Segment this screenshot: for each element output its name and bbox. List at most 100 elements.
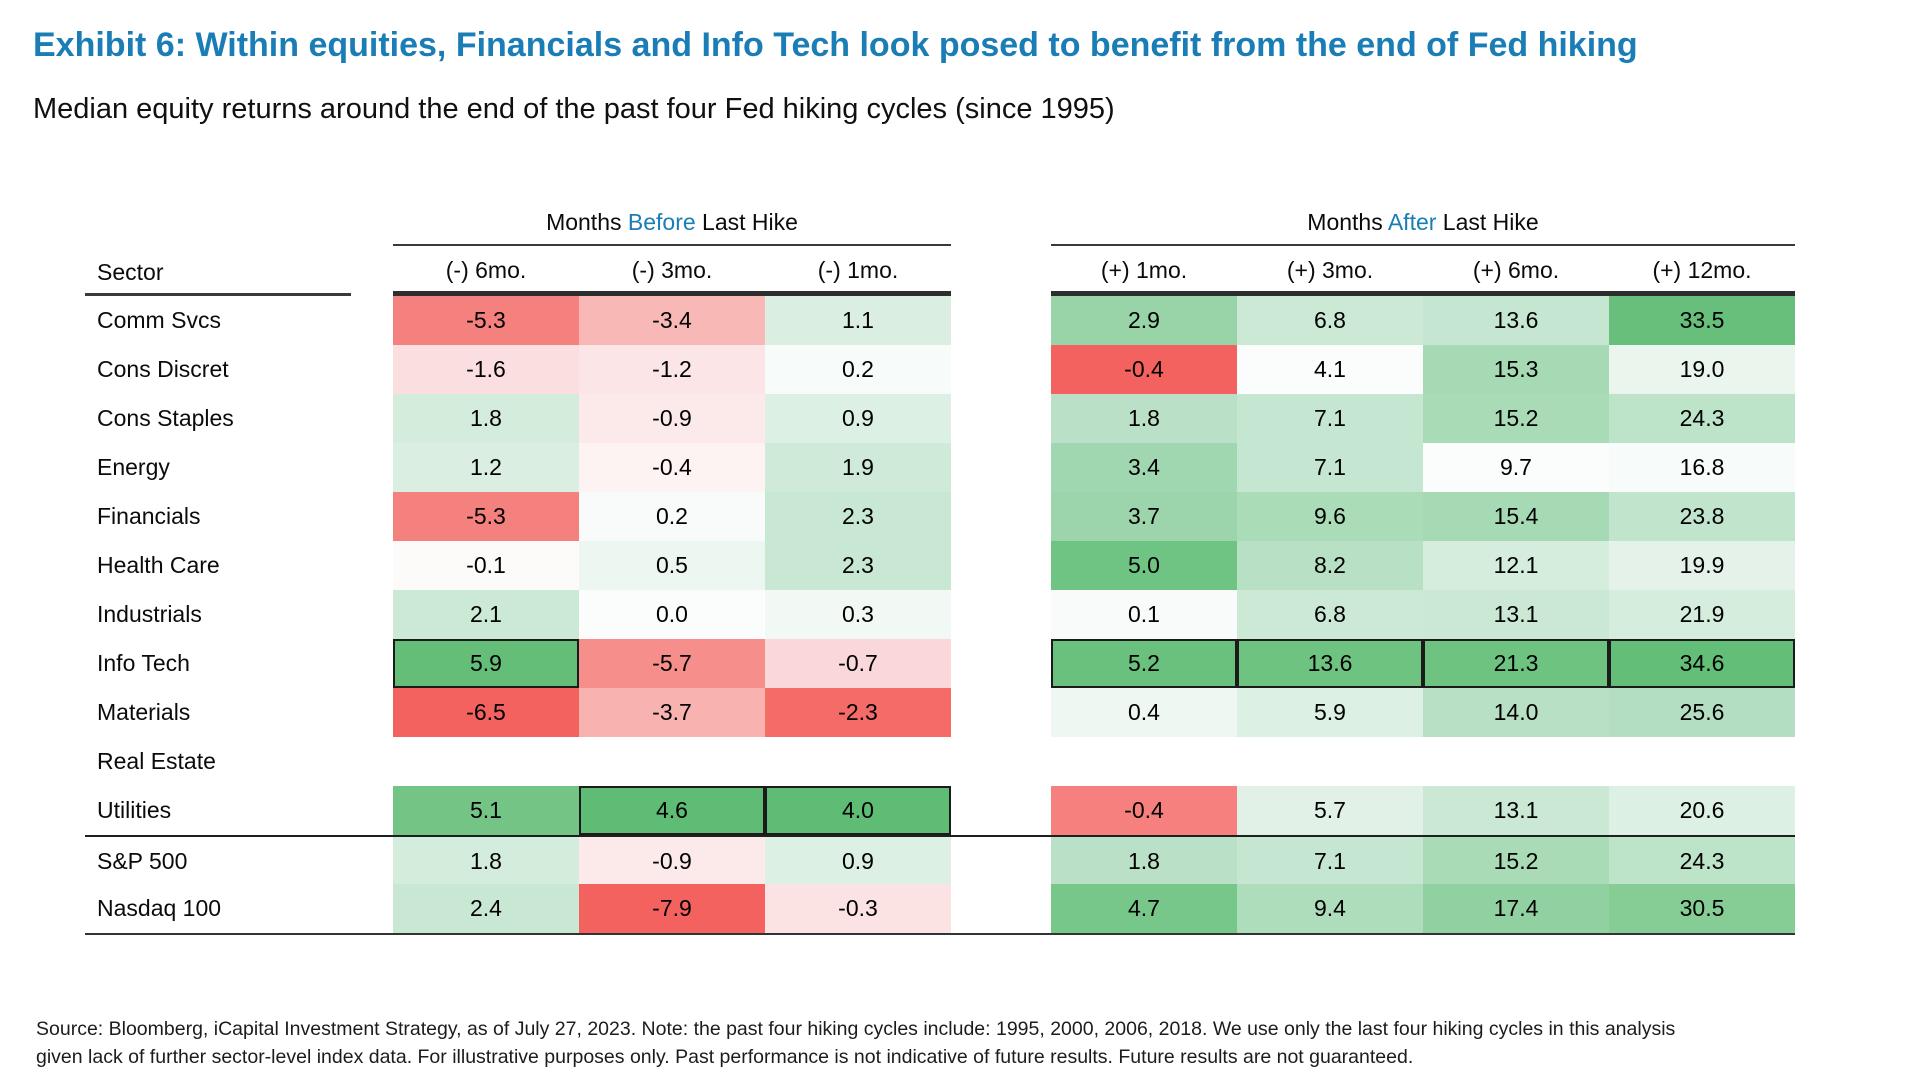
heatmap-cell: 8.2 xyxy=(1237,541,1423,591)
table-row: Nasdaq 100 2.4 -7.9 -0.3 4.7 9.4 17.4 30.5 xyxy=(85,884,1795,934)
heatmap-cell xyxy=(1609,737,1795,786)
heatmap-cell: -7.9 xyxy=(579,884,765,934)
table-row: Utilities 5.1 4.6 4.0 -0.4 5.7 13.1 20.6 xyxy=(85,786,1795,836)
heatmap-cell: -3.7 xyxy=(579,688,765,738)
after-cells xyxy=(1051,737,1795,786)
heatmap-cell: 1.2 xyxy=(393,443,579,493)
heatmap-cell: 17.4 xyxy=(1423,884,1609,934)
heatmap-cell: 16.8 xyxy=(1609,443,1795,493)
heatmap-cell: 25.6 xyxy=(1609,688,1795,738)
heatmap-cell xyxy=(1423,737,1609,786)
source-note-line-1: Source: Bloomberg, iCapital Investment S… xyxy=(36,1018,1676,1041)
table-row: Industrials 2.1 0.0 0.3 0.1 6.8 13.1 21.9 xyxy=(85,590,1795,640)
heatmap-cell: 2.9 xyxy=(1051,296,1237,346)
sector-label: Comm Svcs xyxy=(97,307,221,334)
heatmap-cell: -0.7 xyxy=(765,639,951,689)
heatmap-cell: 1.8 xyxy=(393,394,579,444)
heatmap-cell: -0.9 xyxy=(579,837,765,885)
block-gap xyxy=(951,541,1051,590)
heatmap-cell: 9.7 xyxy=(1423,443,1609,493)
heatmap-cell: -2.3 xyxy=(765,688,951,738)
source-note-line-2: given lack of further sector-level index… xyxy=(36,1046,1414,1069)
group-header-before-highlight: Before xyxy=(627,209,696,236)
heatmap-cell: 13.6 xyxy=(1237,639,1423,689)
heatmap-cell: 0.9 xyxy=(765,394,951,444)
before-cells: 1.2 -0.4 1.9 xyxy=(393,443,951,493)
heatmap-cell: 7.1 xyxy=(1237,394,1423,444)
sector-column-header-cell: Sector xyxy=(85,259,393,297)
table-row: Info Tech 5.9 -5.7 -0.7 5.2 13.6 21.3 34.6 xyxy=(85,639,1795,689)
after-cells: -0.4 4.1 15.3 19.0 xyxy=(1051,345,1795,395)
before-cells: 1.8 -0.9 0.9 xyxy=(393,394,951,444)
heatmap-cell: 1.8 xyxy=(393,837,579,885)
heatmap-cell: 19.0 xyxy=(1609,345,1795,395)
heatmap-cell: 6.8 xyxy=(1237,296,1423,346)
heatmap-cell xyxy=(579,737,765,786)
heatmap-cell: 0.2 xyxy=(579,492,765,542)
column-header-before-6mo: (-) 6mo. xyxy=(445,257,527,284)
block-gap xyxy=(951,492,1051,541)
after-cells: 3.7 9.6 15.4 23.8 xyxy=(1051,492,1795,542)
heatmap-cell: 0.2 xyxy=(765,345,951,395)
after-cells: 2.9 6.8 13.6 33.5 xyxy=(1051,296,1795,346)
source-note: Source: Bloomberg, iCapital Investment S… xyxy=(36,1015,1920,1072)
before-cells: -0.1 0.5 2.3 xyxy=(393,541,951,591)
heatmap-cell: -3.4 xyxy=(579,296,765,346)
block-gap xyxy=(951,786,1051,835)
heatmap-cell: -1.2 xyxy=(579,345,765,395)
group-header-after: Months After Last Hike xyxy=(1051,209,1795,247)
block-gap xyxy=(951,737,1051,786)
block-gap xyxy=(951,884,1051,933)
heatmap-cell: 24.3 xyxy=(1609,837,1795,885)
after-cells: 5.0 8.2 12.1 19.9 xyxy=(1051,541,1795,591)
heatmap-cell: 15.2 xyxy=(1423,394,1609,444)
heatmap-cell: 7.1 xyxy=(1237,837,1423,885)
block-gap xyxy=(951,590,1051,639)
heatmap-cell: 4.0 xyxy=(765,786,951,836)
heatmap-cell: 1.9 xyxy=(765,443,951,493)
heatmap-cell: 30.5 xyxy=(1609,884,1795,934)
column-header-after-3mo: (+) 3mo. xyxy=(1286,257,1374,284)
table-row: Real Estate xyxy=(85,737,1795,786)
heatmap-cell: 19.9 xyxy=(1609,541,1795,591)
block-gap xyxy=(951,345,1051,394)
heatmap-cell: 5.0 xyxy=(1051,541,1237,591)
heatmap-cell: 24.3 xyxy=(1609,394,1795,444)
table-row: Health Care -0.1 0.5 2.3 5.0 8.2 12.1 19.9 xyxy=(85,541,1795,591)
returns-heatmap-table: Months Before Last Hike Months After Las… xyxy=(85,200,1795,936)
after-cells: -0.4 5.7 13.1 20.6 xyxy=(1051,786,1795,836)
before-cells: 1.8 -0.9 0.9 xyxy=(393,837,951,885)
after-cells: 0.1 6.8 13.1 21.9 xyxy=(1051,590,1795,640)
heatmap-cell: 13.1 xyxy=(1423,786,1609,836)
heatmap-cell: 13.1 xyxy=(1423,590,1609,640)
heatmap-cell: 1.8 xyxy=(1051,837,1237,885)
after-column-headers: (+) 1mo. (+) 3mo. (+) 6mo. (+) 12mo. xyxy=(1051,257,1795,297)
heatmap-cell: 23.8 xyxy=(1609,492,1795,542)
heatmap-cell: 14.0 xyxy=(1423,688,1609,738)
block-gap xyxy=(951,837,1051,884)
heatmap-cell: 4.1 xyxy=(1237,345,1423,395)
heatmap-cell: 13.6 xyxy=(1423,296,1609,346)
heatmap-cell: 20.6 xyxy=(1609,786,1795,836)
heatmap-cell: 4.7 xyxy=(1051,884,1237,934)
column-header-after-1mo: (+) 1mo. xyxy=(1100,257,1188,284)
block-gap xyxy=(951,639,1051,688)
heatmap-cell: 34.6 xyxy=(1609,639,1795,689)
block-gap xyxy=(951,688,1051,737)
column-header-before-1mo: (-) 1mo. xyxy=(817,257,899,284)
heatmap-cell: 0.9 xyxy=(765,837,951,885)
group-header-after-highlight: After xyxy=(1387,209,1437,236)
heatmap-cell: 5.2 xyxy=(1051,639,1237,689)
heatmap-cell: 1.8 xyxy=(1051,394,1237,444)
heatmap-cell xyxy=(765,737,951,786)
before-cells: -5.3 0.2 2.3 xyxy=(393,492,951,542)
heatmap-cell: 0.0 xyxy=(579,590,765,640)
heatmap-cell: -0.4 xyxy=(1051,786,1237,836)
exhibit-subtitle: Median equity returns around the end of … xyxy=(33,93,1115,126)
heatmap-cell: 5.9 xyxy=(393,639,579,689)
heatmap-cell: 15.2 xyxy=(1423,837,1609,885)
heatmap-cell: 6.8 xyxy=(1237,590,1423,640)
sector-label: Info Tech xyxy=(97,650,190,677)
heatmap-cell: 15.3 xyxy=(1423,345,1609,395)
table-row: Materials -6.5 -3.7 -2.3 0.4 5.9 14.0 25.6 xyxy=(85,688,1795,738)
